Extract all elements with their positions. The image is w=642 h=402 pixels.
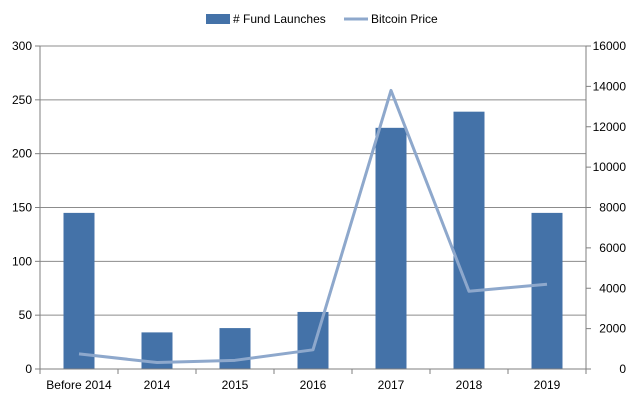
y-right-tick-label-1: 2000 xyxy=(599,322,626,336)
bitcoin-price-line xyxy=(78,88,548,365)
y-right-tick-label-3: 6000 xyxy=(599,241,626,255)
y-left-tick-label-3: 150 xyxy=(12,201,32,215)
y-right-tick-label-4: 8000 xyxy=(599,201,626,215)
axes xyxy=(35,45,591,374)
bar-5 xyxy=(453,111,485,369)
y-left-tick-label-1: 50 xyxy=(19,308,33,322)
y-right-tick-label-8: 16000 xyxy=(593,39,627,53)
x-tick-label-2: 2015 xyxy=(222,378,249,392)
legend-label-fund-launches: # Fund Launches xyxy=(233,12,326,26)
x-tick-label-3: 2016 xyxy=(300,378,327,392)
y-left-tick-label-4: 200 xyxy=(12,147,32,161)
bar-2 xyxy=(219,328,251,369)
x-tick-label-5: 2018 xyxy=(456,378,483,392)
bar-3 xyxy=(297,311,329,369)
line-series-bitcoin-price xyxy=(78,88,548,365)
y-left-tick-label-5: 250 xyxy=(12,93,32,107)
y-right-tick-label-0: 0 xyxy=(619,362,626,376)
x-tick-label-4: 2017 xyxy=(378,378,405,392)
bar-6 xyxy=(531,212,563,369)
x-tick-label-1: 2014 xyxy=(144,378,171,392)
y-right-tick-label-2: 4000 xyxy=(599,281,626,295)
y-left-tick-label-6: 300 xyxy=(12,39,32,53)
y-right-tick-label-5: 10000 xyxy=(593,160,627,174)
legend-swatch-fund-launches xyxy=(206,14,230,24)
tick-labels: 0 50 100 150 200 250 300 0 2000 4000 6000 8000 10000… xyxy=(12,39,626,392)
y-left-tick-label-2: 100 xyxy=(12,254,32,268)
bar-series-fund-launches xyxy=(63,111,563,370)
y-right-tick-label-7: 14000 xyxy=(593,79,627,93)
y-right-tick-label-6: 12000 xyxy=(593,120,627,134)
y-left-tick-label-0: 0 xyxy=(25,362,32,376)
chart-legend: # Fund Launches Bitcoin Price xyxy=(206,12,438,26)
x-tick-label-6: 2019 xyxy=(534,378,561,392)
legend-label-bitcoin-price: Bitcoin Price xyxy=(371,12,438,26)
bar-4 xyxy=(375,127,407,370)
x-tick-label-0: Before 2014 xyxy=(46,378,112,392)
bar-0 xyxy=(63,212,95,369)
